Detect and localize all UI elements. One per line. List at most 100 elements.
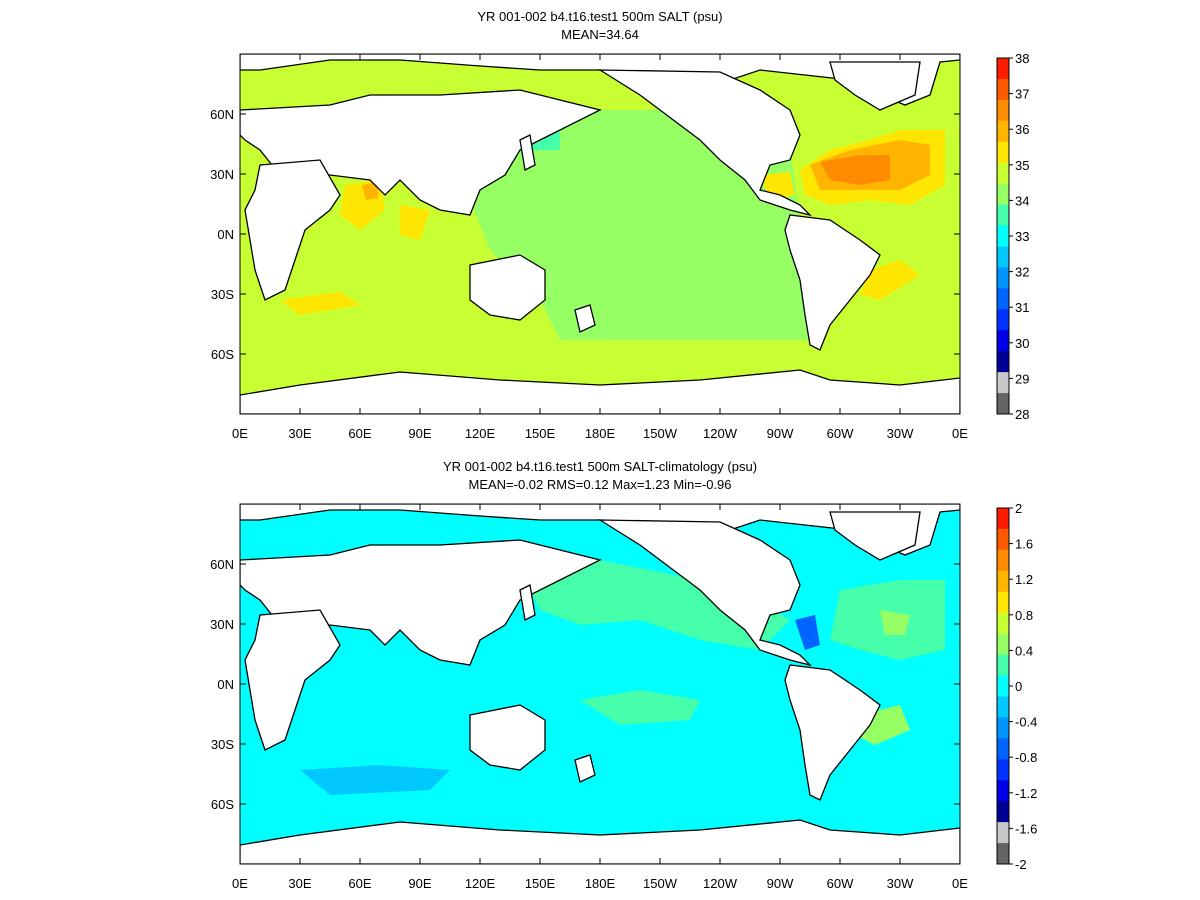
latitude-tick-label: 0N	[217, 677, 234, 692]
colorbar-swatch	[997, 204, 1009, 227]
colorbar-tick-label: 37	[1015, 87, 1029, 102]
colorbar-swatch	[997, 717, 1009, 739]
colorbar-tick-label: 32	[1015, 265, 1029, 280]
colorbar-tick-label: 28	[1015, 407, 1029, 422]
longitude-tick-label: 120W	[703, 426, 738, 441]
land-masses	[240, 504, 960, 864]
colorbar-swatch	[997, 528, 1009, 551]
north-atlantic-saline-core	[820, 155, 890, 185]
anomaly-field	[240, 504, 960, 864]
south-america	[784, 214, 881, 351]
colorbar-tick-label: 0.8	[1015, 608, 1033, 623]
longitude-tick-label: 60E	[348, 876, 371, 891]
colorbar-swatch	[997, 246, 1009, 268]
anomaly-map-stats: MEAN=-0.02 RMS=0.12 Max=1.23 Min=-0.96	[468, 477, 732, 492]
colorbar-swatch	[997, 330, 1009, 352]
longitude-tick-label: 60E	[348, 426, 371, 441]
longitude-tick-label: 150E	[525, 876, 556, 891]
colorbar-tick-label: 2	[1015, 501, 1022, 516]
latitude-tick-label: 30N	[210, 167, 234, 182]
africa	[244, 159, 341, 301]
new-zealand	[574, 754, 596, 783]
salinity-map-mean: MEAN=34.64	[561, 27, 639, 42]
longitude-axis: 0E 30E 60E 90E 120E 150E 180E 150W 120W 90W 60W 30W…	[232, 504, 968, 891]
japan	[519, 134, 536, 171]
salinity-field	[240, 54, 960, 414]
longitude-tick-label: 150E	[525, 426, 556, 441]
anomaly-colorbar: 2 1.6 1.2 0.8 0.4 0 -0.4 -0.8 -1.2 -1.6 -2	[996, 501, 1037, 872]
south-indian-saline	[280, 292, 360, 315]
colorbar-tick-label: 36	[1015, 122, 1029, 137]
longitude-tick-label: 0E	[232, 876, 248, 891]
colorbar-swatch	[997, 591, 1009, 614]
colorbar-swatch	[997, 675, 1009, 697]
colorbar-tick-label: -0.8	[1015, 750, 1037, 765]
longitude-tick-label: 90E	[408, 876, 431, 891]
colorbar-swatch	[997, 351, 1009, 373]
colorbar-swatch	[997, 570, 1009, 593]
colorbar-swatch	[997, 654, 1009, 677]
colorbar-swatch	[997, 549, 1009, 572]
australia	[469, 704, 546, 771]
latitude-tick-label: 60N	[210, 557, 234, 572]
north-america	[597, 69, 813, 217]
longitude-tick-label: 0E	[952, 426, 968, 441]
latitude-tick-label: 30S	[211, 287, 234, 302]
africa	[244, 609, 341, 751]
colorbar-swatch	[997, 508, 1009, 530]
north-america	[597, 519, 813, 667]
colorbar-tick-label: -0.4	[1015, 715, 1037, 730]
colorbar-tick-label: 0	[1015, 679, 1022, 694]
greenland	[829, 61, 921, 111]
longitude-tick-label: 150W	[643, 876, 678, 891]
salinity-anomaly-map-figure: 0E 30E 60E 90E 120E 150E 180E 150W 120W 90W 60W 30W…	[210, 501, 1037, 891]
colorbar-swatch	[997, 225, 1009, 247]
colorbar-swatch	[997, 120, 1009, 143]
latitude-axis: 60N 30N 0N 30S 60S	[210, 107, 960, 362]
colorbar-tick-label: -1.2	[1015, 786, 1037, 801]
colorbar-tick-label: 1.2	[1015, 572, 1033, 587]
colorbar-swatch	[997, 288, 1009, 310]
colorbar-tick-label: 33	[1015, 229, 1029, 244]
longitude-tick-label: 150W	[643, 426, 678, 441]
colorbar-swatch	[997, 372, 1009, 394]
south-pacific-anomaly	[580, 690, 700, 725]
longitude-tick-label: 90E	[408, 426, 431, 441]
colorbar-swatch	[997, 633, 1009, 656]
longitude-tick-label: 30E	[288, 426, 311, 441]
gulf-stream-negative-anomaly	[795, 615, 820, 650]
australia	[469, 254, 546, 321]
longitude-tick-label: 90W	[767, 426, 794, 441]
latitude-tick-label: 30N	[210, 617, 234, 632]
longitude-tick-label: 120W	[703, 876, 738, 891]
colorbar-swatch	[997, 696, 1009, 718]
longitude-tick-label: 60W	[827, 876, 854, 891]
colorbar-tick-label: 29	[1015, 371, 1029, 386]
longitude-tick-label: 0E	[232, 426, 248, 441]
latitude-tick-label: 60S	[211, 347, 234, 362]
colorbar-tick-label: 30	[1015, 336, 1029, 351]
south-atlantic-saline	[860, 260, 920, 300]
indian-ocean-saline	[400, 205, 430, 240]
colorbar-swatch	[997, 822, 1009, 844]
colorbar-swatch	[997, 780, 1009, 802]
colorbar-swatch	[997, 267, 1009, 289]
japan	[519, 584, 536, 621]
latitude-tick-label: 0N	[217, 227, 234, 242]
colorbar-swatch	[997, 78, 1009, 101]
salinity-colorbar: 38 37 36 35 34 33 32 31 30 29 28	[996, 51, 1029, 422]
latitude-tick-label: 60N	[210, 107, 234, 122]
antarctica	[240, 819, 960, 864]
antarctica	[240, 369, 960, 414]
longitude-tick-label: 30W	[887, 876, 914, 891]
anomaly-map-title: YR 001-002 b4.t16.test1 500m SALT-climat…	[442, 459, 758, 474]
latitude-tick-label: 30S	[211, 737, 234, 752]
colorbar-swatch	[997, 183, 1009, 206]
colorbar-swatch	[997, 393, 1009, 415]
colorbar-swatch	[997, 162, 1009, 185]
salinity-panel: 0E 30E 60E 90E 120E 150E 180E 150W 120W 90W 60W 30W…	[210, 9, 1029, 441]
colorbar-swatch	[997, 843, 1009, 865]
colorbar-swatch	[997, 309, 1009, 331]
longitude-tick-label: 120E	[465, 876, 496, 891]
colorbar-tick-label: 31	[1015, 300, 1029, 315]
